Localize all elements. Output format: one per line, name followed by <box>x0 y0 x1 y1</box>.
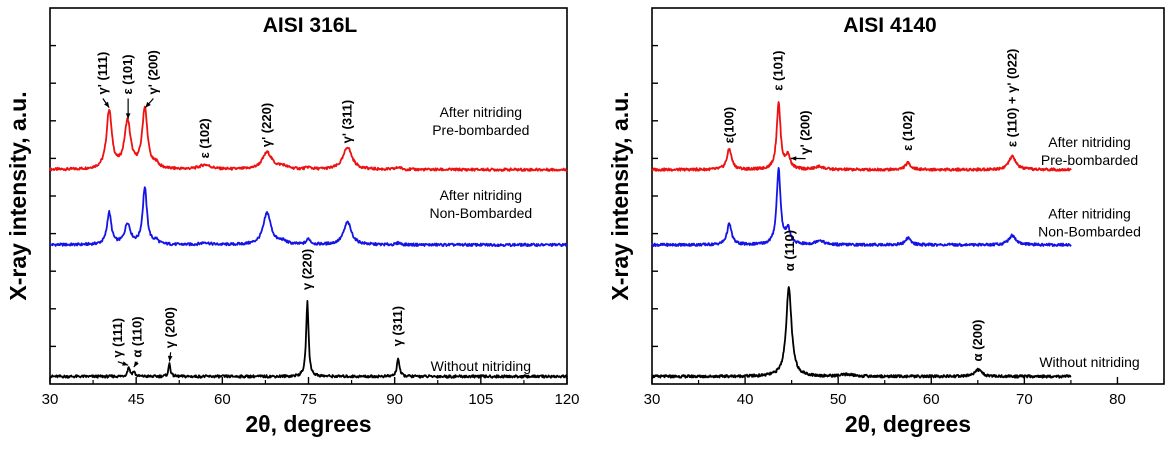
peak-label: γ' (220) <box>259 103 274 147</box>
x-tick-label: 70 <box>1016 391 1033 408</box>
series-label-line: Pre-bombarded <box>1041 152 1138 168</box>
series-line-without <box>49 299 568 379</box>
x-axis-title: 2θ, degrees <box>845 411 971 437</box>
y-axis-title: X-ray intensity, a.u. <box>607 91 633 300</box>
series-label-line: Non-Bombarded <box>1038 224 1141 240</box>
x-axis-title: 2θ, degrees <box>245 411 371 437</box>
series-line-without <box>651 286 1072 379</box>
series-label: After nitriding Non-Bombarded <box>1038 206 1141 240</box>
peak-arrowhead <box>145 101 151 108</box>
x-tick-label: 60 <box>923 391 940 408</box>
chart-title: AISI 316L <box>263 14 358 37</box>
series-label-line: Without nitriding <box>431 358 531 374</box>
x-tick-label: 60 <box>214 391 231 408</box>
peak-label: γ (200) <box>163 307 178 348</box>
peak-arrowhead <box>167 355 173 362</box>
peak-label: ε (101) <box>771 51 786 91</box>
plot-frame <box>651 7 1165 385</box>
series-label-line: After nitriding <box>1048 134 1130 150</box>
x-tick-label: 75 <box>300 391 317 408</box>
series-label: Without nitriding <box>431 358 531 374</box>
series-label: After nitriding Pre-bombarded <box>432 104 529 138</box>
peak-label: ε(100) <box>721 107 736 144</box>
series-line-non <box>651 166 1072 248</box>
series-line-non <box>49 186 568 248</box>
peak-label: ε (102) <box>900 111 915 151</box>
series-label-line: After nitriding <box>1048 206 1130 222</box>
series-line-pre <box>49 105 568 172</box>
peak-label: γ' (111) <box>95 52 110 95</box>
x-tick-label: 120 <box>554 391 579 408</box>
series-label-line: Non-Bombarded <box>429 205 532 221</box>
series-label-line: Pre-bombarded <box>432 122 529 138</box>
peak-label: γ (220) <box>299 249 314 290</box>
series-label: After nitriding Non-Bombarded <box>429 187 532 221</box>
peak-label: α (110) <box>782 230 797 271</box>
series-label-line: Without nitriding <box>1039 354 1139 370</box>
series-line-pre <box>651 101 1072 172</box>
peak-arrowhead <box>125 113 131 119</box>
peak-label: γ' (311) <box>340 100 355 144</box>
peak-label: γ' (200) <box>145 50 160 94</box>
peak-arrowhead <box>122 361 129 366</box>
series-label: After nitriding Pre-bombarded <box>1041 134 1138 168</box>
peak-arrowhead <box>104 101 110 108</box>
peak-label: α (110) <box>129 316 144 357</box>
peak-label: ε (110) + γ' (022) <box>1004 49 1019 148</box>
x-tick-label: 105 <box>468 391 493 408</box>
x-tick-label: 90 <box>386 391 403 408</box>
x-tick-label: 50 <box>830 391 847 408</box>
x-tick-label: 30 <box>42 391 59 408</box>
y-axis-title: X-ray intensity, a.u. <box>5 91 31 300</box>
peak-label: γ (311) <box>390 306 405 346</box>
chart-title: AISI 4140 <box>843 14 936 37</box>
chart-aisi-4140: 30 40 50 60 70 80 2θ, degrees X-ray intensity, … <box>607 7 1165 437</box>
x-tick-label: 40 <box>737 391 754 408</box>
x-tick-label: 30 <box>644 391 661 408</box>
peak-arrowhead <box>133 361 139 368</box>
peak-label: α (200) <box>970 319 985 361</box>
series-label: Without nitriding <box>1039 354 1139 370</box>
peak-label: ε (101) <box>120 54 135 94</box>
peak-label: ε (102) <box>197 118 212 158</box>
x-tick-label: 80 <box>1109 391 1126 408</box>
series-label-line: After nitriding <box>440 104 522 120</box>
peak-label: γ (111) <box>110 318 125 358</box>
peak-arrowhead <box>790 156 797 161</box>
chart-aisi-316l: 30 45 60 75 90 105 120 2θ, degrees X-ray intensi… <box>5 7 580 437</box>
x-tick-label: 45 <box>128 391 145 408</box>
series-label-line: After nitriding <box>440 187 522 203</box>
peak-label: γ' (200) <box>798 110 813 154</box>
